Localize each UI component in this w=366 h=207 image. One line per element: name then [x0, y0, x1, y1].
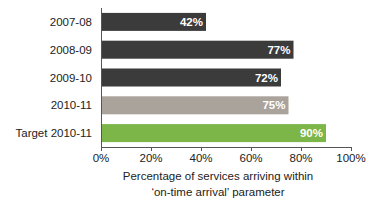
data-label: 75% — [262, 99, 285, 111]
x-axis-label-line: ‘on-time arrival’ parameter — [151, 186, 284, 198]
x-axis-label-line: Percentage of services arriving within — [123, 170, 313, 182]
tick-label: 20% — [139, 152, 162, 164]
tick-label: 100% — [336, 152, 365, 164]
tick-mark — [151, 147, 152, 151]
data-label: 90% — [300, 127, 323, 139]
data-label: 72% — [255, 72, 278, 84]
tick-label: 40% — [189, 152, 212, 164]
data-label: 77% — [267, 44, 290, 56]
x-axis-label: Percentage of services arriving within ‘o… — [123, 170, 313, 198]
bar — [101, 13, 206, 31]
tick-mark — [251, 147, 252, 151]
category-label: 2009-10 — [50, 72, 92, 84]
bars — [101, 13, 326, 142]
category-label: Target 2010-11 — [15, 127, 92, 139]
category-label: 2007-08 — [50, 16, 92, 28]
chart: 2007-08 42% 2008-09 77% 2009-10 72% 2010-11 75%… — [0, 0, 366, 207]
category-label: 2008-09 — [50, 44, 92, 56]
bar — [101, 41, 294, 59]
data-label: 42% — [180, 16, 203, 28]
x-axis-line — [101, 147, 351, 148]
tick-mark — [351, 147, 352, 151]
tick-mark — [301, 147, 302, 151]
y-axis-line — [101, 8, 102, 148]
tick-mark — [101, 147, 102, 151]
tick-label: 0% — [93, 152, 110, 164]
tick-label: 60% — [239, 152, 262, 164]
tick-mark — [201, 147, 202, 151]
tick-label: 80% — [289, 152, 312, 164]
bar — [101, 124, 326, 142]
bar — [101, 69, 281, 87]
category-label: 2010-11 — [51, 99, 92, 111]
bar — [101, 96, 289, 114]
